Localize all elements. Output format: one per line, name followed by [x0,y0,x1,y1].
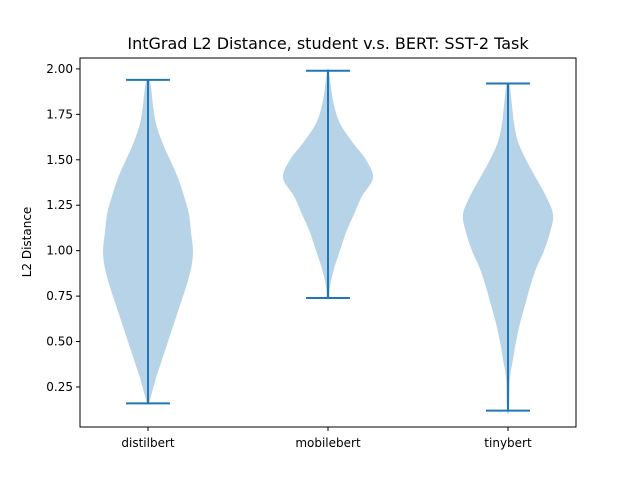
x-axis-ticks: distilbert mobilebert tinybert [121,427,532,450]
y-tick-label: 1.75 [46,107,73,121]
y-tick-label: 1.50 [46,153,73,167]
x-tick-label-tinybert: tinybert [484,436,532,450]
violins-group [103,68,554,415]
y-tick-label: 2.00 [46,62,73,76]
y-tick-label: 0.75 [46,289,73,303]
y-tick-label: 0.50 [46,335,73,349]
y-tick-label: 1.00 [46,244,73,258]
chart-title: IntGrad L2 Distance, student v.s. BERT: … [127,34,529,53]
y-tick-label: 0.25 [46,380,73,394]
x-tick-label-distilbert: distilbert [121,436,175,450]
x-tick-label-mobilebert: mobilebert [295,436,361,450]
y-axis-label: L2 Distance [20,207,34,278]
plot-frame [79,57,577,428]
y-axis-ticks: 0.25 0.50 0.75 1.00 1.25 1.50 1.75 2.00 [46,62,80,394]
y-tick-label: 1.25 [46,198,73,212]
